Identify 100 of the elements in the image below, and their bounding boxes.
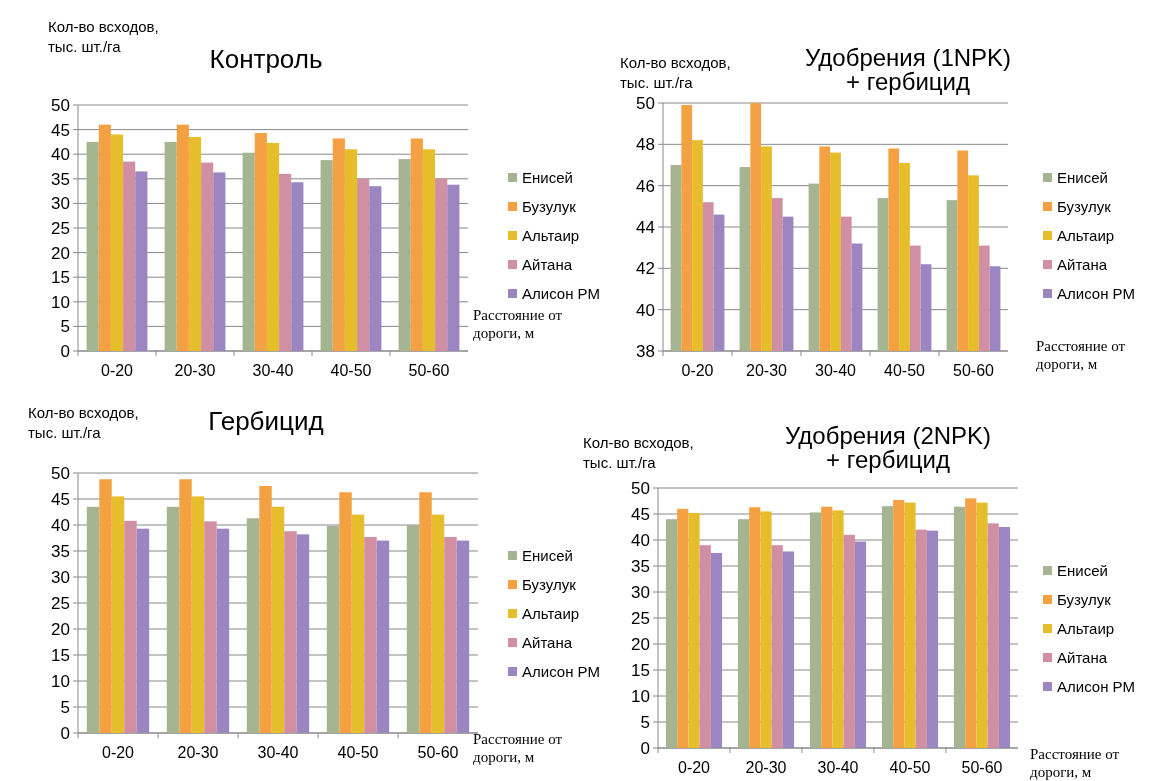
x-tick-label: 0-20 xyxy=(677,759,711,776)
y-tick-label: 25 xyxy=(51,593,70,613)
bar xyxy=(998,527,1011,748)
y-tick-label: 46 xyxy=(636,176,655,196)
bar xyxy=(376,540,390,733)
bar xyxy=(710,553,723,748)
x-tick-label: 0-20 xyxy=(681,362,714,379)
bar xyxy=(176,124,189,351)
y-tick-label: 10 xyxy=(631,686,650,706)
x-tick-label: 40-50 xyxy=(884,362,926,379)
bar xyxy=(782,551,795,748)
bar xyxy=(326,526,340,733)
y-tick-label: 50 xyxy=(51,463,70,483)
bar xyxy=(364,536,377,733)
x-tick-label: 50-60 xyxy=(953,362,995,379)
bar xyxy=(86,141,99,351)
y-tick-label: 20 xyxy=(51,619,70,639)
x-tick-label: 40-50 xyxy=(330,362,372,379)
y-tick-label: 50 xyxy=(51,95,70,115)
y-tick-label: 30 xyxy=(51,194,70,214)
bar xyxy=(881,506,894,748)
bar xyxy=(832,510,844,748)
bar xyxy=(357,178,370,351)
bar xyxy=(266,142,280,351)
legend-label: Енисей xyxy=(522,547,573,565)
bar xyxy=(904,502,916,748)
legend-label: Алисон РМ xyxy=(522,285,600,303)
bar xyxy=(136,528,150,733)
y-tick-label: 45 xyxy=(631,504,650,524)
bar xyxy=(166,506,180,733)
y-tick-label: 35 xyxy=(631,556,650,576)
y-tick-label: 0 xyxy=(60,723,70,743)
x-tick-label: 20-30 xyxy=(174,362,216,379)
bar xyxy=(191,496,205,733)
y-tick-label: 40 xyxy=(631,530,650,550)
legend-label: Алисон РМ xyxy=(522,663,600,681)
bar xyxy=(953,506,966,748)
bar xyxy=(447,184,460,351)
y-tick-label: 15 xyxy=(51,268,70,288)
legend-label: Альтаир xyxy=(1057,620,1115,638)
bar xyxy=(86,506,100,733)
legend-label: Бузулук xyxy=(1057,591,1112,609)
bar xyxy=(296,534,310,733)
bar xyxy=(965,498,977,748)
bar xyxy=(431,514,445,733)
bar xyxy=(213,172,226,351)
bar xyxy=(320,160,333,351)
chart-title: Контроль xyxy=(209,44,323,74)
bar xyxy=(422,149,436,351)
y-tick-label: 48 xyxy=(636,135,655,155)
x-tick-label: 50-60 xyxy=(417,744,459,761)
y-tick-label: 25 xyxy=(631,608,650,628)
y-tick-label: 30 xyxy=(51,567,70,587)
x-axis-title: Расстояние от дороги, м xyxy=(473,307,563,341)
legend-label: Альтаир xyxy=(522,605,580,623)
bar xyxy=(406,525,420,733)
y-tick-label: 35 xyxy=(51,541,70,561)
y-tick-label: 10 xyxy=(51,292,70,312)
bar xyxy=(291,182,304,351)
bar xyxy=(843,534,855,748)
bar xyxy=(410,138,423,351)
bar xyxy=(201,162,214,351)
bar xyxy=(987,523,999,748)
bar xyxy=(435,178,448,351)
bar xyxy=(279,173,292,351)
y-axis-title: Кол-во всходов, тыс. шт./га xyxy=(583,434,694,471)
x-tick-label: 50-60 xyxy=(961,759,1003,776)
legend-label: Альтаир xyxy=(522,227,580,245)
y-tick-label: 40 xyxy=(636,300,655,320)
x-tick-label: 20-30 xyxy=(177,744,219,761)
y-tick-label: 44 xyxy=(636,217,655,237)
bar xyxy=(976,502,988,748)
y-tick-label: 50 xyxy=(636,93,655,113)
y-tick-label: 10 xyxy=(51,671,70,691)
legend-label: Альтаир xyxy=(1057,227,1115,245)
bar xyxy=(749,507,761,748)
x-axis-title: Расстояние от дороги, м xyxy=(473,731,563,765)
bar xyxy=(179,479,192,733)
y-axis-title: Кол-во всходов, тыс. шт./га xyxy=(620,54,731,91)
y-tick-label: 40 xyxy=(51,145,70,165)
x-tick-label: 40-50 xyxy=(889,759,931,776)
legend-label: Бузулук xyxy=(522,576,577,594)
x-tick-label: 20-30 xyxy=(745,759,787,776)
bar xyxy=(246,518,260,733)
y-axis-title: Кол-во всходов, тыс. шт./га xyxy=(28,404,139,441)
legend-label: Енисей xyxy=(522,169,573,187)
legend-label: Енисей xyxy=(1057,169,1108,187)
bar xyxy=(284,531,297,733)
legend-label: Айтана xyxy=(1057,256,1108,274)
bar xyxy=(99,479,112,733)
legend-label: Айтана xyxy=(522,634,573,652)
bar xyxy=(254,133,267,351)
bar xyxy=(123,161,136,351)
y-tick-label: 50 xyxy=(631,478,650,498)
bar xyxy=(915,529,927,748)
bar xyxy=(216,528,230,733)
y-axis-title: Кол-во всходов, тыс. шт./га xyxy=(48,18,159,55)
bar xyxy=(809,512,822,748)
bar xyxy=(771,545,783,748)
y-tick-label: 0 xyxy=(640,738,650,758)
